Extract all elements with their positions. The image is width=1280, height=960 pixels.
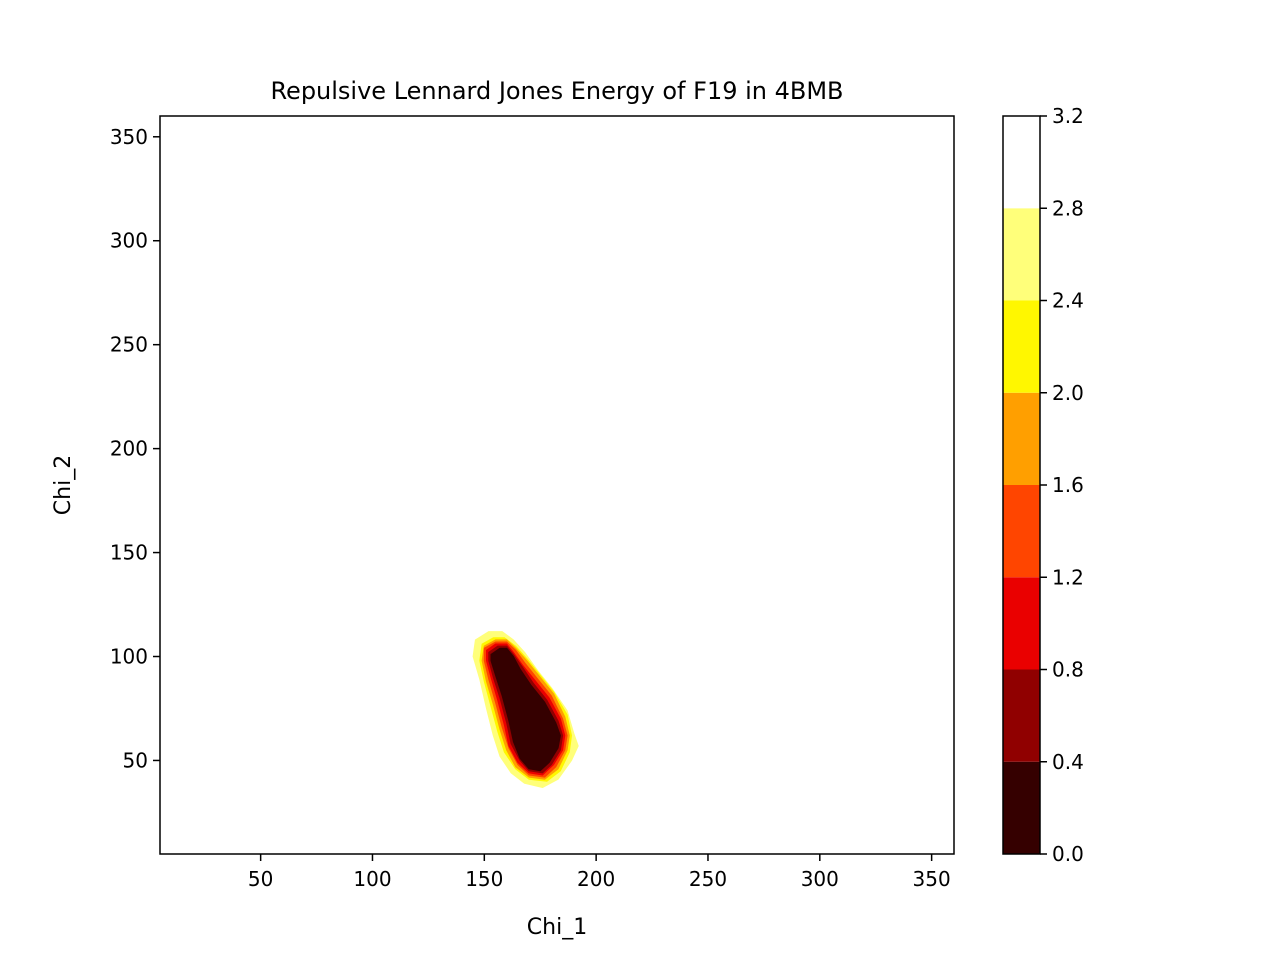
x-axis-label: Chi_1: [527, 915, 587, 940]
colorbar-band: [1003, 392, 1040, 485]
chart-title: Repulsive Lennard Jones Energy of F19 in…: [270, 77, 843, 105]
y-axis-label: Chi_2: [51, 455, 76, 515]
contour-layer: [472, 631, 579, 788]
colorbar-band: [1003, 116, 1040, 209]
colorbar-tick-label: 2.4: [1052, 289, 1084, 313]
colorbar-ticks: 0.0 0.4 0.8 1.2 1.6 2.0 2.4 2.8 3.2: [1040, 104, 1084, 866]
contour-region-6: [490, 647, 561, 772]
x-axis-ticks: 50 100 150 200 250 300 350: [248, 854, 951, 891]
colorbar-band: [1003, 485, 1040, 578]
colorbar-tick-label: 1.6: [1052, 473, 1084, 497]
colorbar-tick-label: 1.2: [1052, 565, 1084, 589]
x-tick-label: 300: [801, 867, 839, 891]
colorbar-tick-label: 3.2: [1052, 104, 1084, 128]
x-tick-label: 350: [913, 867, 951, 891]
plot-frame: [159, 115, 955, 855]
colorbar-tick-label: 0.0: [1052, 842, 1084, 866]
colorbar-tick-label: 2.0: [1052, 381, 1084, 405]
colorbar-band: [1003, 300, 1040, 393]
plot-area: 50 100 150 200 250 300 350 50 100 150 200 250 300 35…: [110, 115, 955, 891]
y-tick-label: 200: [110, 437, 148, 461]
colorbar-band: [1003, 761, 1040, 854]
x-tick-label: 100: [353, 867, 391, 891]
y-axis-ticks: 50 100 150 200 250 300 350: [110, 125, 160, 772]
colorbar-tick-label: 0.8: [1052, 658, 1084, 682]
y-tick-label: 250: [110, 333, 148, 357]
colorbar-band: [1003, 208, 1040, 301]
x-tick-label: 50: [248, 867, 273, 891]
colorbar: 0.0 0.4 0.8 1.2 1.6 2.0 2.4 2.8 3.2: [1002, 104, 1084, 866]
y-tick-label: 350: [110, 125, 148, 149]
y-tick-label: 300: [110, 229, 148, 253]
x-tick-label: 150: [465, 867, 503, 891]
y-tick-label: 150: [110, 541, 148, 565]
colorbar-tick-label: 0.4: [1052, 750, 1084, 774]
colorbar-band: [1003, 577, 1040, 670]
y-tick-label: 50: [123, 748, 148, 772]
x-tick-label: 200: [577, 867, 615, 891]
x-tick-label: 250: [689, 867, 727, 891]
y-tick-label: 100: [110, 645, 148, 669]
colorbar-bands: [1003, 116, 1040, 854]
colorbar-tick-label: 2.8: [1052, 196, 1084, 220]
colorbar-band: [1003, 669, 1040, 762]
